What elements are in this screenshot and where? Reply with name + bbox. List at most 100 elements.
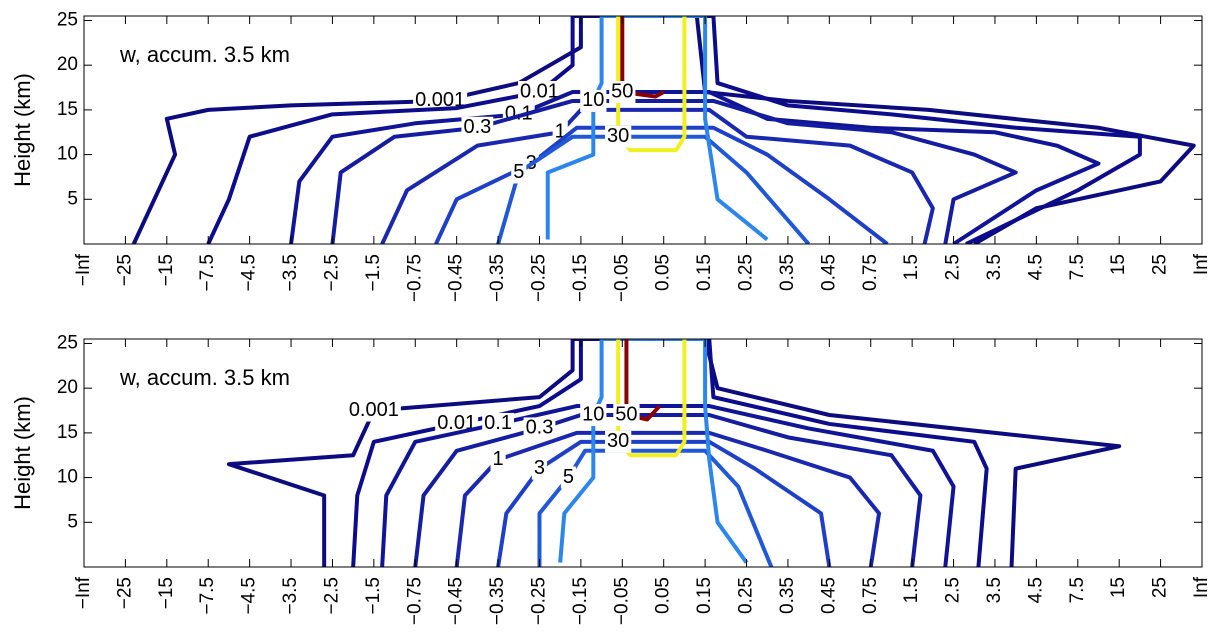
contour-label-bg — [609, 81, 636, 103]
x-tick-label: −0.75 — [404, 254, 425, 302]
contour-label: 10 — [582, 403, 604, 425]
x-tick-label: 15 — [1108, 254, 1129, 275]
x-tick-label: −Inf — [73, 576, 94, 609]
contour-line — [496, 439, 832, 567]
x-tick-label: 2.5 — [943, 577, 964, 603]
contour-label-bg — [605, 125, 632, 148]
contour-label: 0.001 — [349, 399, 399, 421]
contour-label-bg — [461, 116, 494, 139]
x-tick-label: 1.5 — [901, 254, 922, 280]
x-tick-label: 25 — [1150, 577, 1171, 598]
contour-line — [289, 90, 1101, 244]
contour-line — [537, 448, 774, 567]
x-tick-label: −0.05 — [611, 254, 632, 302]
y-axis-label: Height (km) — [10, 396, 35, 510]
x-tick-label: −15 — [156, 577, 177, 609]
y-tick-label: 20 — [57, 377, 78, 398]
contour-label: 0.3 — [526, 417, 554, 439]
contour-line — [131, 16, 1196, 244]
x-tick-label: Inf — [1191, 253, 1212, 275]
x-tick-label: 25 — [1150, 254, 1171, 275]
x-tick-label: 7.5 — [1067, 577, 1088, 603]
contour-line — [413, 413, 923, 567]
x-tick-label: 0.05 — [653, 254, 674, 291]
contour-label: 10 — [582, 89, 604, 111]
x-tick-label: 0.75 — [860, 577, 881, 614]
contour-label: 0.01 — [520, 80, 559, 102]
x-tick-label: 0.45 — [818, 254, 839, 291]
contour-line — [226, 339, 1122, 567]
x-tick-label: −0.45 — [446, 254, 467, 302]
contour-label-bg — [482, 412, 514, 435]
contour-label: 0.01 — [437, 412, 476, 434]
y-tick-label: 25 — [57, 9, 78, 30]
panel-title: w, accum. 3.5 km — [119, 365, 290, 390]
contour-label-bg — [580, 89, 607, 112]
contour-line — [545, 16, 769, 242]
contour-line — [620, 16, 665, 99]
x-tick-label: −0.15 — [570, 577, 591, 625]
x-tick-label: 3.5 — [984, 577, 1005, 603]
y-tick-label: 15 — [57, 422, 78, 443]
contour-line — [434, 125, 889, 244]
contour-label-bg — [346, 399, 401, 422]
x-tick-label: 15 — [1108, 577, 1129, 598]
contour-label-bg — [605, 430, 632, 453]
contour-line — [454, 430, 882, 567]
contour-line — [558, 339, 749, 564]
x-tick-label: 3.5 — [984, 254, 1005, 280]
x-tick-label: 0.25 — [736, 254, 757, 291]
x-tick-label: −3.5 — [280, 577, 301, 615]
plot-frame — [83, 338, 1203, 568]
contour-label-bg — [560, 466, 577, 489]
contour-label: 5 — [563, 466, 574, 488]
contour-label: 30 — [607, 430, 629, 452]
contour-label: 50 — [615, 403, 637, 425]
y-axis-label: Height (km) — [10, 73, 35, 187]
contour-label: 0.3 — [463, 116, 491, 138]
x-tick-label: −2.5 — [321, 577, 342, 615]
x-tick-label: −2.5 — [321, 254, 342, 292]
y-tick-label: 20 — [57, 54, 78, 75]
x-tick-label: −0.25 — [528, 577, 549, 625]
x-tick-label: 0.05 — [653, 577, 674, 614]
y-tick-label: 15 — [57, 99, 78, 120]
x-tick-label: −0.75 — [404, 577, 425, 625]
contour-line — [496, 134, 811, 244]
contour-label: 3 — [534, 457, 545, 479]
x-tick-label: 4.5 — [1025, 254, 1046, 280]
x-tick-label: 0.35 — [777, 254, 798, 291]
contour-label: 50 — [611, 80, 633, 102]
plot-frame — [83, 15, 1203, 245]
x-tick-label: −0.35 — [487, 254, 508, 302]
y-tick-label: 5 — [67, 511, 78, 532]
plot-area — [84, 339, 1202, 567]
contour-label: 1 — [493, 448, 504, 470]
contour-line — [351, 339, 989, 567]
contour-label: 5 — [513, 161, 524, 183]
contour-line — [380, 107, 935, 244]
x-tick-label: −0.45 — [446, 577, 467, 625]
x-tick-label: 1.5 — [901, 577, 922, 603]
x-tick-label: 7.5 — [1067, 254, 1088, 280]
x-tick-label: −0.15 — [570, 254, 591, 302]
x-tick-label: 0.45 — [818, 577, 839, 614]
contour-line — [330, 98, 1018, 244]
contour-label: 30 — [607, 125, 629, 147]
contour-label-bg — [518, 81, 561, 103]
x-tick-label: −25 — [114, 254, 135, 286]
contour-label: 0.1 — [484, 412, 512, 434]
y-tick-label: 10 — [57, 467, 78, 488]
contour-label: 1 — [555, 121, 566, 143]
x-tick-label: −15 — [156, 254, 177, 286]
x-tick-label: −Inf — [73, 253, 94, 286]
contour-line — [380, 404, 956, 567]
contour-label: 0.001 — [415, 89, 465, 111]
contour-label-bg — [613, 404, 640, 426]
x-tick-label: 0.15 — [694, 254, 715, 291]
x-tick-label: 0.25 — [736, 577, 757, 614]
